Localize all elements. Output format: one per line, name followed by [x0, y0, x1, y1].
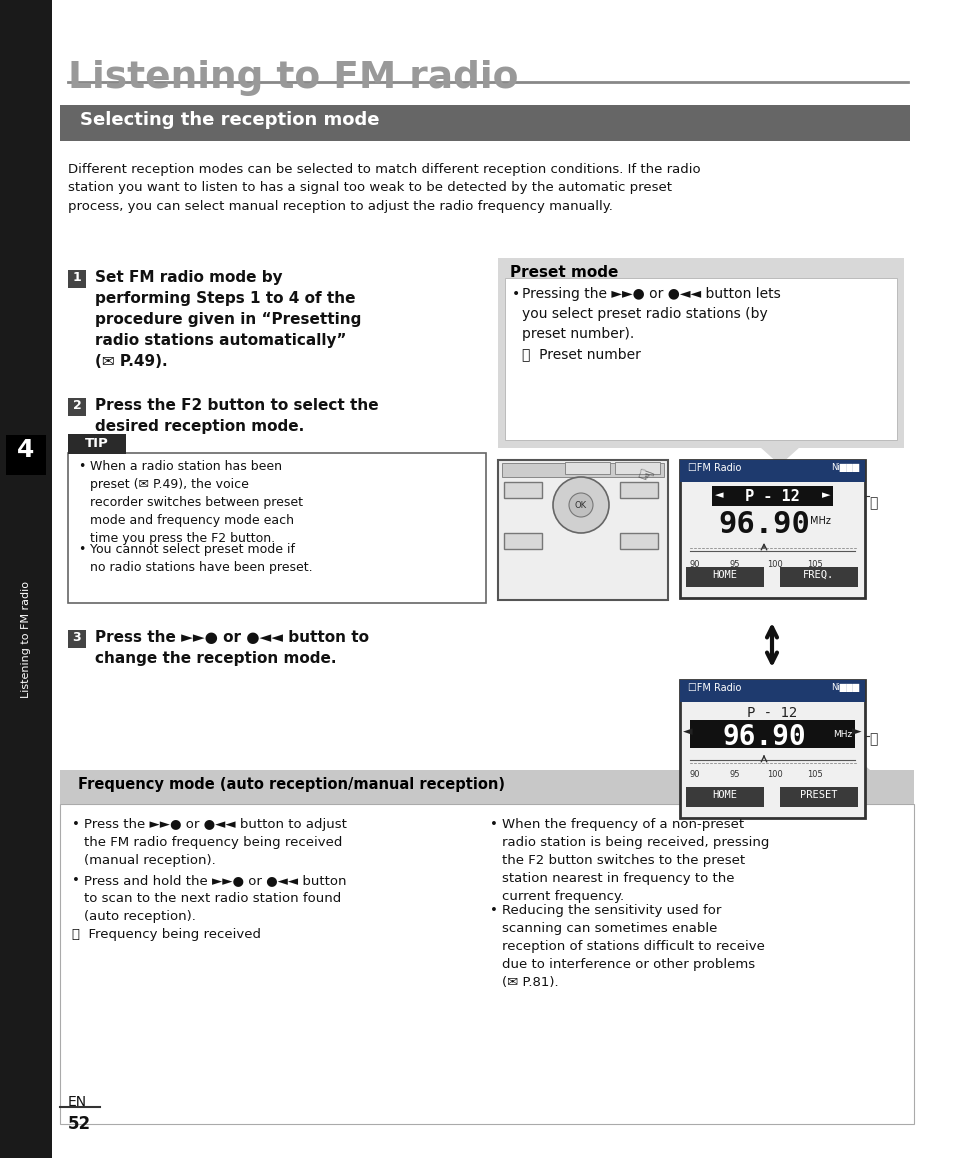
Text: Different reception modes can be selected to match different reception condition: Different reception modes can be selecte… [68, 163, 700, 213]
Bar [679, 680, 864, 702]
Text: •: • [490, 904, 497, 917]
Bar [68, 398, 86, 416]
Text: ⓐ: ⓐ [868, 496, 877, 510]
Bar [60, 804, 913, 1124]
Text: 95: 95 [729, 770, 740, 779]
Bar [68, 453, 485, 603]
Text: Listening to FM radio: Listening to FM radio [21, 581, 30, 698]
Text: Preset mode: Preset mode [510, 265, 618, 280]
Text: ►: ► [851, 726, 862, 739]
Text: MHz: MHz [832, 730, 851, 739]
Bar [685, 567, 763, 587]
Text: P - 12: P - 12 [746, 706, 797, 720]
Bar [6, 435, 46, 475]
Text: FREQ.: FREQ. [802, 570, 834, 580]
Text: Selecting the reception mode: Selecting the reception mode [80, 111, 379, 129]
Text: 100: 100 [766, 560, 782, 569]
Text: 90: 90 [689, 770, 700, 779]
Text: Press the ►►● or ●◄◄ button to adjust
the FM radio frequency being received
(man: Press the ►►● or ●◄◄ button to adjust th… [84, 818, 347, 867]
Text: ☞: ☞ [633, 466, 656, 489]
Text: When the frequency of a non-preset
radio station is being received, pressing
the: When the frequency of a non-preset radio… [501, 818, 768, 903]
Bar [679, 680, 864, 818]
Text: Pressing the ►►● or ●◄◄ button lets
you select preset radio stations (by
preset : Pressing the ►►● or ●◄◄ button lets you … [521, 287, 780, 361]
Bar [619, 482, 658, 498]
Bar [501, 463, 663, 477]
Text: ☐FM Radio: ☐FM Radio [687, 463, 740, 472]
Bar [503, 533, 541, 549]
Text: •: • [71, 818, 80, 831]
Text: Ni███: Ni███ [830, 683, 858, 692]
Bar [497, 258, 903, 448]
Text: You cannot select preset mode if
no radio stations have been preset.: You cannot select preset mode if no radi… [90, 543, 313, 574]
Text: When a radio station has been
preset (✉ P.49), the voice
recorder switches betwe: When a radio station has been preset (✉ … [90, 460, 303, 545]
Text: 90: 90 [689, 560, 700, 569]
Polygon shape [820, 748, 869, 770]
Text: Frequency mode (auto reception/manual reception): Frequency mode (auto reception/manual re… [78, 777, 504, 792]
Bar [685, 787, 763, 807]
Text: 105: 105 [806, 770, 822, 779]
Bar [68, 630, 86, 648]
Bar [503, 482, 541, 498]
Text: 1: 1 [72, 271, 81, 284]
Text: OK: OK [575, 500, 586, 510]
Text: P - 12: P - 12 [744, 489, 799, 504]
Text: ►: ► [821, 490, 829, 500]
Text: Reducing the sensitivity used for
scanning can sometimes enable
reception of sta: Reducing the sensitivity used for scanni… [501, 904, 764, 989]
Text: HOME: HOME [712, 570, 737, 580]
Bar [504, 278, 896, 440]
Text: •: • [78, 460, 85, 472]
Bar [689, 720, 854, 748]
Text: 4: 4 [17, 438, 34, 462]
Text: 52: 52 [68, 1115, 91, 1133]
Text: ☐FM Radio: ☐FM Radio [687, 683, 740, 692]
Text: Press the F2 button to select the
desired reception mode.: Press the F2 button to select the desire… [95, 398, 378, 434]
Circle shape [568, 493, 593, 516]
Bar [68, 434, 126, 454]
Polygon shape [760, 447, 800, 466]
Text: 105: 105 [806, 560, 822, 569]
Bar [615, 462, 659, 474]
Bar [564, 462, 609, 474]
Text: 3: 3 [72, 631, 81, 644]
Bar [68, 270, 86, 288]
Bar [780, 567, 857, 587]
Text: EN: EN [68, 1095, 87, 1109]
Bar [780, 787, 857, 807]
Text: Ni███: Ni███ [830, 463, 858, 472]
Text: ⓑ  Frequency being received: ⓑ Frequency being received [71, 928, 261, 941]
Text: HOME: HOME [712, 790, 737, 800]
Text: 96.90: 96.90 [718, 510, 809, 538]
Text: Press and hold the ►►● or ●◄◄ button
to scan to the next radio station found
(au: Press and hold the ►►● or ●◄◄ button to … [84, 874, 346, 923]
Text: 96.90: 96.90 [721, 723, 805, 752]
Text: •: • [78, 543, 85, 556]
Text: 95: 95 [729, 560, 740, 569]
Text: MHz: MHz [809, 516, 830, 526]
Bar [711, 486, 832, 506]
Text: TIP: TIP [85, 437, 109, 450]
Text: Listening to FM radio: Listening to FM radio [68, 60, 518, 96]
Text: ◄: ◄ [714, 490, 722, 500]
Text: •: • [490, 818, 497, 831]
Text: Set FM radio mode by
performing Steps 1 to 4 of the
procedure given in “Presetti: Set FM radio mode by performing Steps 1 … [95, 270, 361, 369]
Bar [619, 533, 658, 549]
Text: PRESET: PRESET [800, 790, 837, 800]
Bar [679, 460, 864, 482]
Text: •: • [71, 874, 80, 887]
Bar [497, 460, 667, 600]
Bar [0, 0, 52, 1158]
Text: Press the ►►● or ●◄◄ button to
change the reception mode.: Press the ►►● or ●◄◄ button to change th… [95, 630, 369, 666]
Circle shape [553, 477, 608, 533]
Text: •: • [512, 287, 519, 301]
Text: 100: 100 [766, 770, 782, 779]
Bar [60, 770, 913, 804]
Text: 2: 2 [72, 400, 81, 412]
Text: ⓑ: ⓑ [868, 732, 877, 746]
Bar [679, 460, 864, 598]
Bar [60, 105, 909, 141]
Text: ◄: ◄ [682, 726, 692, 739]
